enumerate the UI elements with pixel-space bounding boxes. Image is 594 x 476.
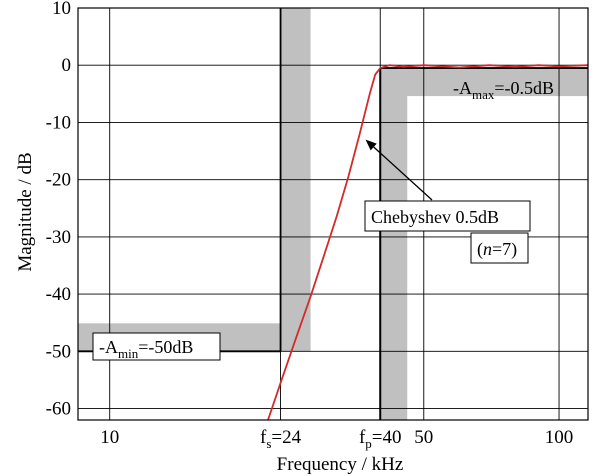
x-tick-label: 100 bbox=[545, 427, 574, 448]
passband-level-band bbox=[380, 68, 588, 97]
y-tick-label: -20 bbox=[46, 170, 71, 191]
order-label-box bbox=[470, 232, 529, 264]
y-axis-label: Magnitude / dB bbox=[15, 152, 36, 271]
x-tick-label: fp=40 bbox=[359, 427, 402, 451]
annotation-arrow bbox=[373, 146, 433, 201]
y-tick-label: -60 bbox=[46, 399, 71, 420]
y-tick-label: 10 bbox=[52, 0, 71, 19]
annotation-arrowhead bbox=[365, 139, 377, 151]
y-tick-label: -50 bbox=[46, 341, 71, 362]
y-tick-labels: 10 0 -10 -20 -30 -40 -50 -60 bbox=[46, 0, 71, 420]
order-label: (n=7) bbox=[477, 239, 517, 260]
amin-label-box bbox=[92, 332, 221, 361]
curve-layer bbox=[267, 64, 589, 421]
amax-label: -Amax=-0.5dB bbox=[453, 78, 554, 102]
x-tick-label: 10 bbox=[100, 427, 119, 448]
y-tick-label: 0 bbox=[62, 55, 72, 76]
plot-frame bbox=[77, 7, 589, 421]
x-tick-label: fs=24 bbox=[260, 427, 302, 451]
amin-label: -Amin=-50dB bbox=[99, 337, 193, 361]
curve-label: Chebyshev 0.5dB bbox=[371, 207, 499, 227]
y-tick-label: -40 bbox=[46, 284, 71, 305]
x-axis-label: Frequency / kHz bbox=[277, 454, 404, 475]
x-tick-label: 50 bbox=[414, 427, 433, 448]
curve-label-box bbox=[364, 200, 531, 232]
y-tick-label: -30 bbox=[46, 227, 71, 248]
annotations: -Amax=-0.5dB -Amin=-50dB Chebyshev 0.5dB… bbox=[92, 78, 554, 361]
y-tick-label: -10 bbox=[46, 112, 71, 133]
x-tick-labels: 10 fs=24 fp=40 50 100 bbox=[100, 427, 573, 451]
series-line-0 bbox=[267, 64, 589, 421]
passband-edge-band bbox=[380, 68, 408, 420]
